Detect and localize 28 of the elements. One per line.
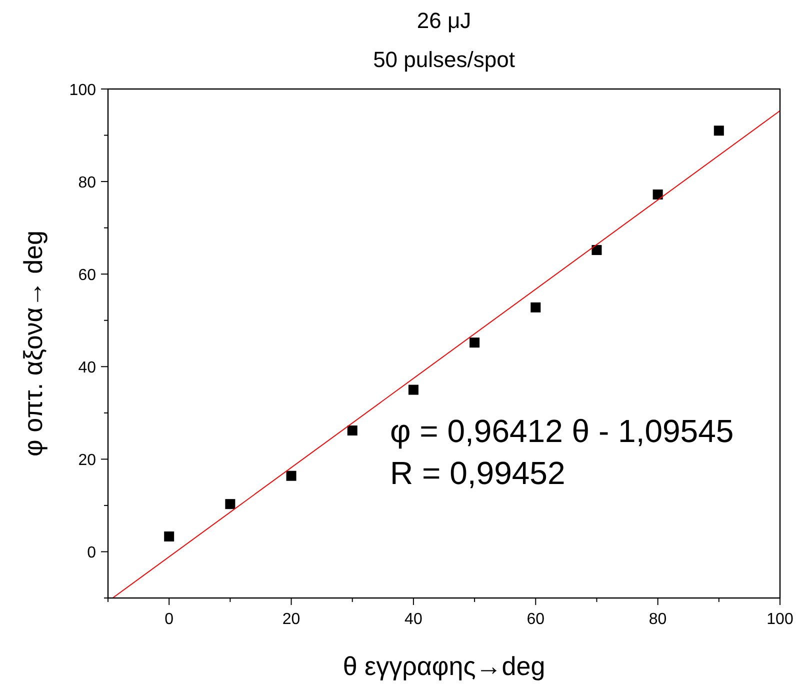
point xyxy=(408,384,418,395)
point xyxy=(347,425,358,436)
x-tick-label: 0 xyxy=(164,611,174,628)
annotation: R = 0,99452 xyxy=(390,455,566,491)
y-tick-label: 0 xyxy=(87,544,96,562)
x-tick-label: 60 xyxy=(526,611,545,628)
y-tick-label: 80 xyxy=(78,174,96,192)
chart-subtitle: 50 pulses/spot xyxy=(373,47,515,72)
y-tick-label: 20 xyxy=(78,452,96,470)
y-tick-label: 60 xyxy=(78,267,96,284)
chart-title: 26 μJ xyxy=(416,8,472,33)
annotation: φ = 0,96412 θ - 1,09545 xyxy=(390,413,734,449)
x-tick-label: 80 xyxy=(648,611,667,628)
point xyxy=(714,126,724,136)
point xyxy=(164,531,174,542)
point xyxy=(652,190,663,200)
y-axis-title: φ οπτ. αξονα→ deg xyxy=(18,230,48,456)
x-tick-label: 100 xyxy=(766,611,794,628)
point xyxy=(592,245,602,256)
x-axis-title: θ εγγραφης→deg xyxy=(342,651,546,681)
point xyxy=(286,470,296,481)
point xyxy=(225,499,236,510)
x-tick-label: 40 xyxy=(404,611,422,628)
point xyxy=(530,302,541,312)
y-tick-label: 40 xyxy=(78,360,96,377)
x-tick-label: 20 xyxy=(282,611,300,628)
point xyxy=(470,338,480,348)
y-tick-label: 100 xyxy=(69,82,96,99)
